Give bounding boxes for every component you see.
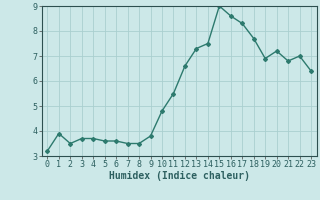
X-axis label: Humidex (Indice chaleur): Humidex (Indice chaleur) — [109, 171, 250, 181]
